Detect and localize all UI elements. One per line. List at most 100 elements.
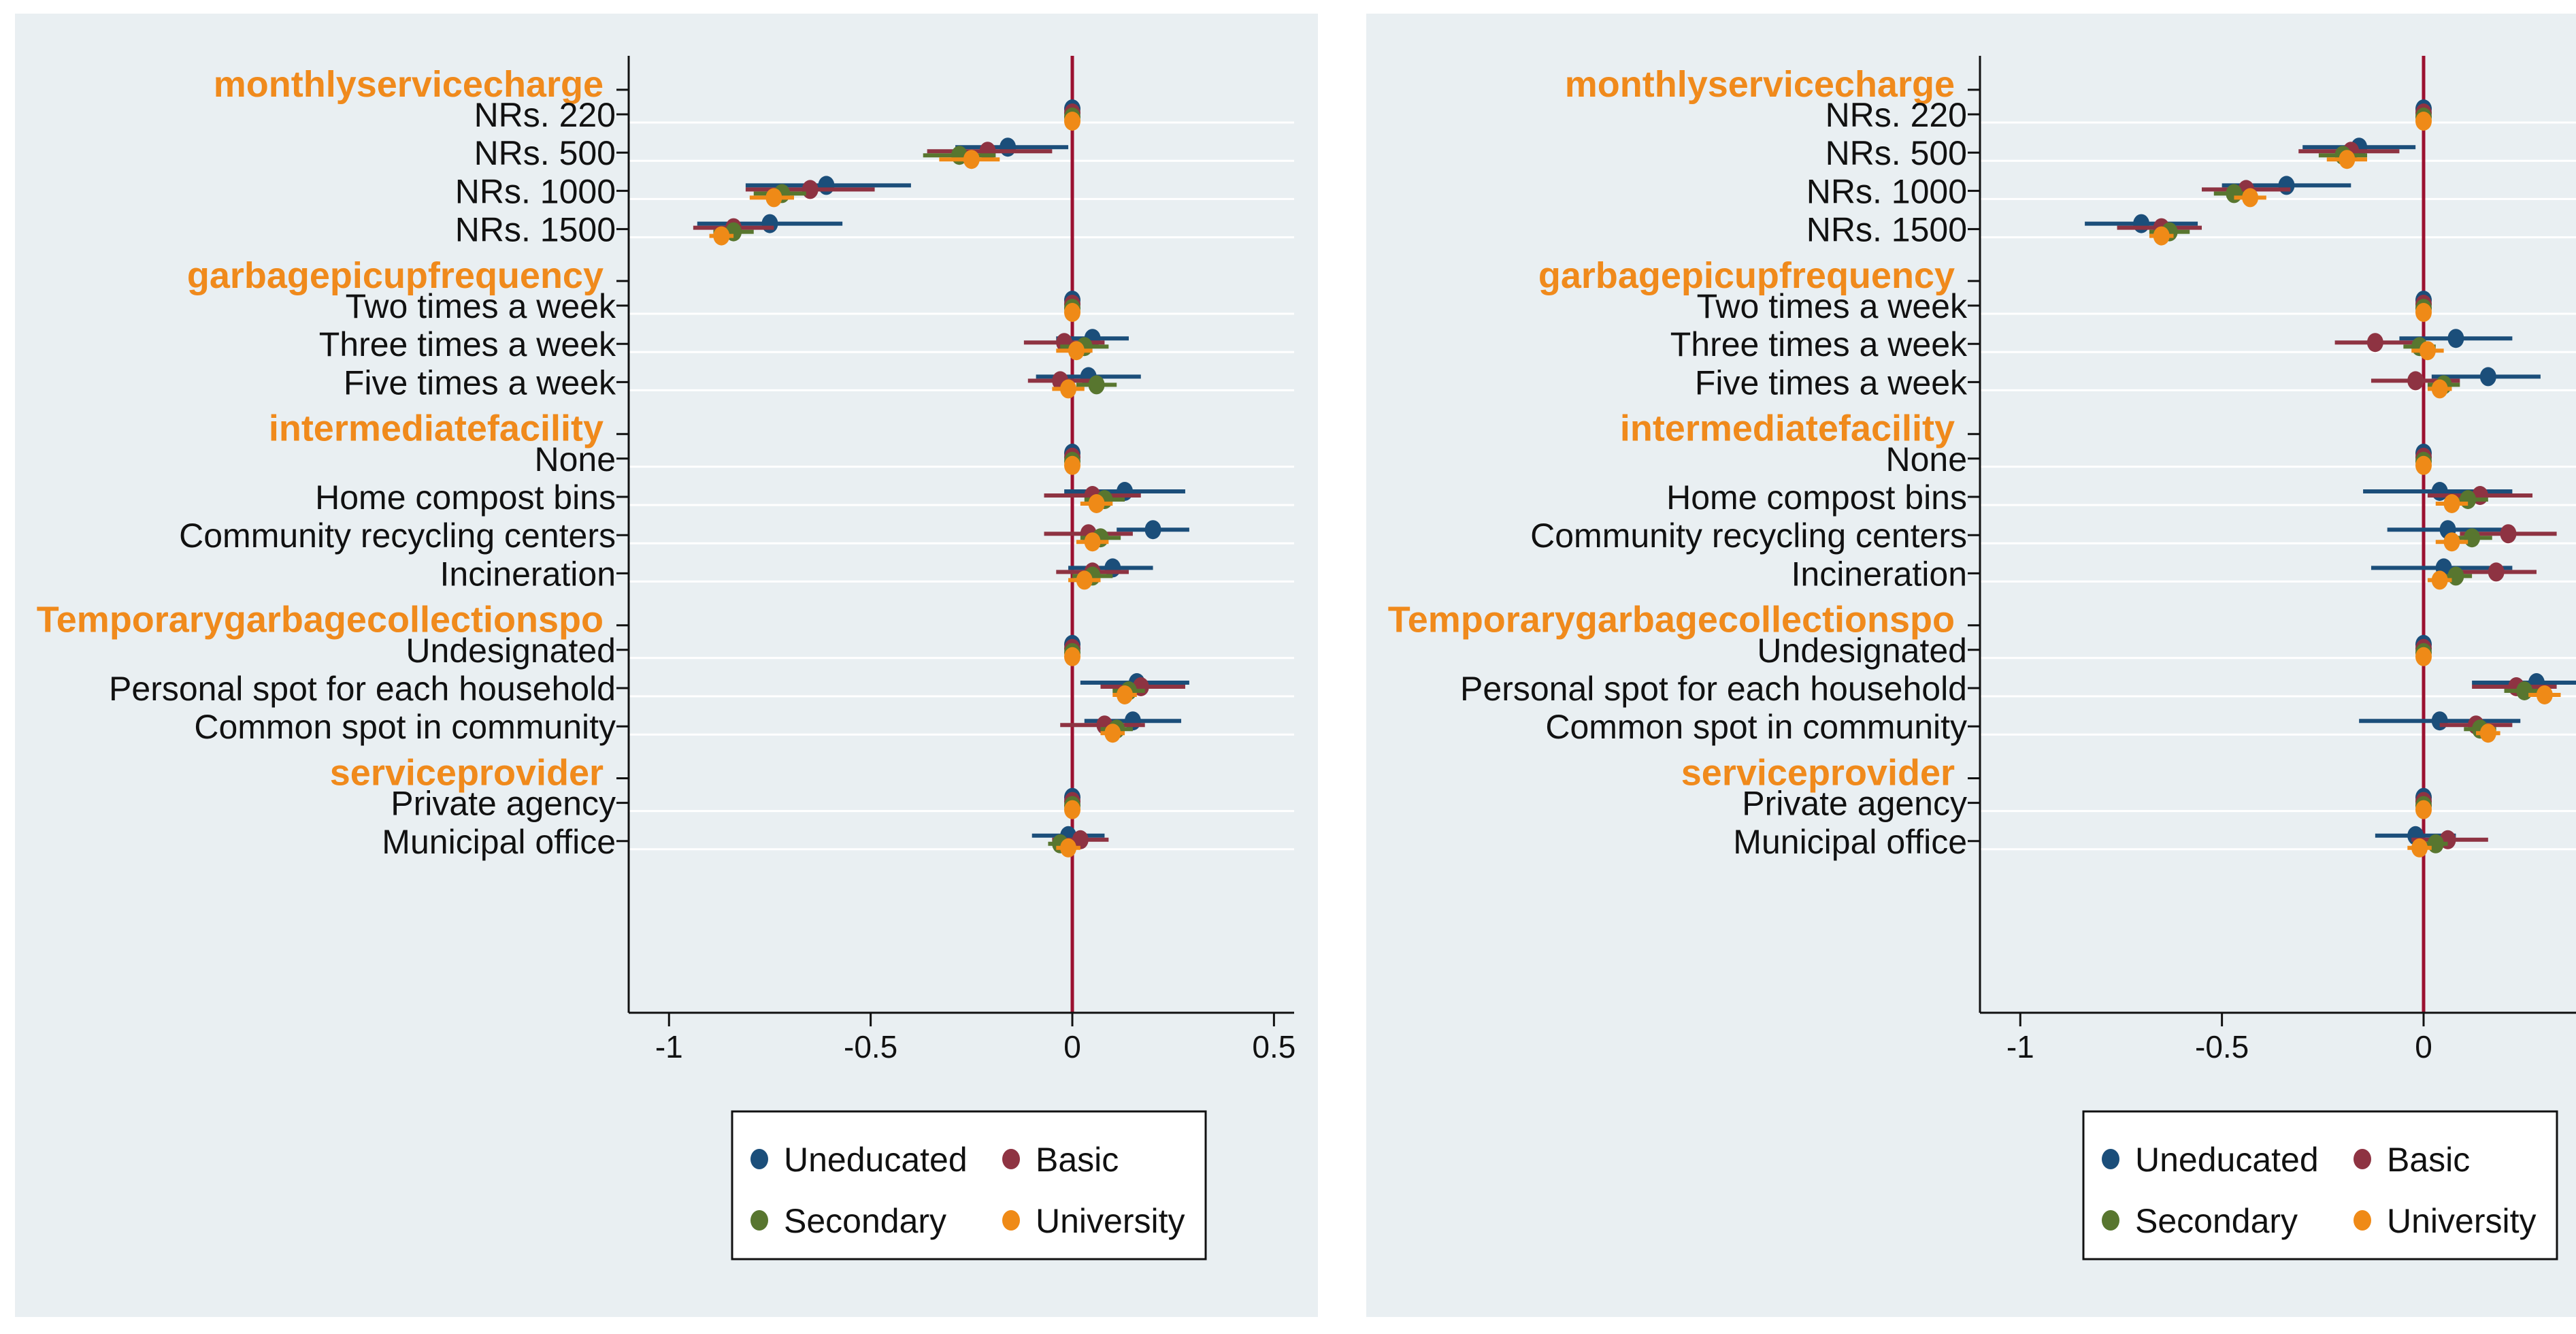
- group-label: garbagepicupfrequency: [187, 255, 604, 296]
- coefficient-point-university: [2536, 685, 2553, 704]
- legend-marker-university: [1002, 1210, 1020, 1231]
- group-label: serviceprovider: [1681, 753, 1955, 794]
- coefficient-point-university: [713, 226, 730, 246]
- category-label: Three times a week: [319, 325, 616, 363]
- coefficient-point-university: [1064, 455, 1080, 475]
- coefficient-point-university: [1076, 570, 1093, 590]
- coefficient-point-uneducated: [1144, 520, 1161, 540]
- left-chart-panel: -1 -0.5 0 0.5 monthlyservicecharge NRs. 220 NR…: [15, 14, 1318, 1317]
- category-label: Common spot in community: [194, 708, 616, 746]
- coefficient-point-secondary: [2516, 681, 2533, 700]
- coefficient-point-university: [1060, 838, 1077, 858]
- category-label: Home compost bins: [315, 478, 616, 517]
- legend-label-uneducated: Uneducated: [2135, 1141, 2319, 1179]
- coefficient-point-university: [1088, 494, 1105, 513]
- legend-box: [2082, 1110, 2558, 1260]
- x-tick-label: -1: [2007, 1029, 2034, 1064]
- coefficient-point-secondary: [2464, 528, 2481, 548]
- coefficient-point-university: [2242, 188, 2259, 208]
- coefficient-point-basic: [2500, 524, 2517, 544]
- coefficient-point-university: [2411, 838, 2428, 858]
- coefficient-point-university: [2415, 800, 2432, 819]
- coefficient-point-university: [1064, 647, 1080, 666]
- legend-box: [731, 1110, 1207, 1260]
- category-label: Three times a week: [1670, 325, 1968, 363]
- coefficient-point-university: [2415, 112, 2432, 131]
- legend: Uneducated Basic Secondary University: [731, 1110, 1207, 1260]
- category-label: Personal spot for each household: [1460, 670, 1967, 708]
- x-tick-label: -0.5: [844, 1029, 897, 1064]
- category-label: NRs. 1000: [1806, 172, 1967, 210]
- legend-marker-university: [2354, 1210, 2371, 1231]
- coefficient-point-university: [2153, 226, 2170, 246]
- coefficient-point-uneducated: [2278, 176, 2295, 195]
- legend-label-secondary: Secondary: [2135, 1202, 2298, 1240]
- category-label: NRs. 500: [1826, 134, 1967, 172]
- x-tick-label: -0.5: [2195, 1029, 2249, 1064]
- category-label: Undesignated: [406, 632, 616, 670]
- coefficient-point-secondary: [2460, 490, 2477, 509]
- category-label: NRs. 500: [474, 134, 616, 172]
- coefficient-point-uneducated: [2447, 329, 2464, 348]
- coefficient-point-secondary: [2427, 834, 2444, 853]
- coefficient-point-uneducated: [2479, 367, 2496, 387]
- coefficient-point-university: [1064, 303, 1080, 322]
- legend-marker-basic: [1002, 1149, 1020, 1169]
- coefficient-point-basic: [802, 180, 819, 199]
- coefficient-point-university: [1068, 341, 1085, 361]
- category-label: Home compost bins: [1666, 478, 1967, 517]
- coefficient-point-university: [2415, 303, 2432, 322]
- x-tick-label: 0.5: [1252, 1029, 1295, 1064]
- category-label: Private agency: [1742, 785, 1967, 823]
- category-label: NRs. 220: [474, 96, 616, 134]
- coefficient-point-uneducated: [1000, 137, 1017, 157]
- category-label: Private agency: [391, 785, 616, 823]
- coefficient-point-uneducated: [2133, 214, 2150, 233]
- coefficient-point-university: [1060, 379, 1077, 399]
- group-label: intermediatefacility: [1620, 408, 1955, 449]
- group-label: Temporarygarbagecollectionspo: [1388, 600, 1955, 640]
- category-label: Undesignated: [1757, 632, 1967, 670]
- legend-marker-uneducated: [750, 1149, 768, 1169]
- x-tick-label: -1: [655, 1029, 683, 1064]
- coefficient-point-university: [765, 188, 782, 208]
- legend-label-basic: Basic: [2387, 1141, 2470, 1179]
- category-label: Common spot in community: [1545, 708, 1967, 746]
- coefficient-point-university: [1064, 800, 1080, 819]
- coefficient-point-basic: [2488, 562, 2505, 582]
- coefficient-point-university: [2443, 532, 2460, 552]
- legend: Uneducated Basic Secondary University: [2082, 1110, 2558, 1260]
- category-label: Incineration: [1791, 555, 1968, 593]
- coefficient-point-university: [1064, 112, 1080, 131]
- category-label: NRs. 220: [1826, 96, 1967, 134]
- legend-label-university: University: [2387, 1202, 2536, 1240]
- coefficient-point-university: [2415, 647, 2432, 666]
- coefficient-point-basic: [2366, 333, 2383, 353]
- category-label: NRs. 1500: [455, 211, 616, 249]
- x-tick-label: 0: [2415, 1029, 2432, 1064]
- category-label: Two times a week: [1697, 287, 1968, 325]
- coefficient-point-secondary: [2447, 566, 2464, 586]
- coefficient-point-university: [2415, 455, 2432, 475]
- category-label: Personal spot for each household: [109, 670, 616, 708]
- category-label: Five times a week: [344, 363, 616, 402]
- coefficient-point-university: [2419, 341, 2436, 361]
- category-label: Municipal office: [1733, 823, 1967, 861]
- coefficient-point-uneducated: [818, 176, 835, 195]
- group-label: monthlyservicecharge: [1565, 64, 1955, 105]
- category-label: Incineration: [440, 555, 616, 593]
- group-label: Temporarygarbagecollectionspo: [37, 600, 604, 640]
- coefficient-point-secondary: [1088, 375, 1105, 395]
- group-label: garbagepicupfrequency: [1538, 255, 1955, 296]
- coefficient-point-university: [2431, 570, 2448, 590]
- x-tick-label: 0: [1063, 1029, 1081, 1064]
- category-label: None: [1885, 440, 1967, 478]
- coefficient-point-university: [963, 150, 980, 169]
- legend-marker-basic: [2354, 1149, 2371, 1169]
- legend-label-uneducated: Uneducated: [784, 1141, 968, 1179]
- legend-label-basic: Basic: [1036, 1141, 1119, 1179]
- category-label: None: [534, 440, 616, 478]
